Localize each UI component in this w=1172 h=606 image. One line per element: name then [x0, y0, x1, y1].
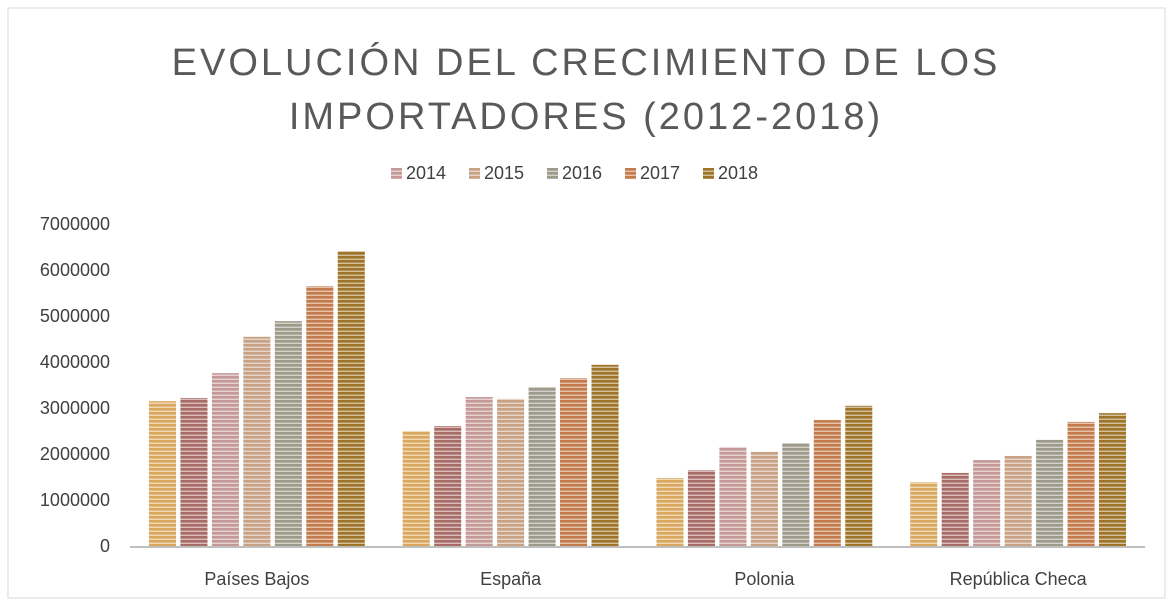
bar — [337, 251, 365, 547]
bar — [274, 321, 302, 547]
bar — [306, 286, 334, 547]
bar — [434, 426, 462, 547]
bar — [1004, 455, 1032, 547]
y-tick-label: 2000000 — [40, 444, 110, 464]
bar — [1098, 413, 1127, 547]
y-tick-label: 4000000 — [40, 352, 110, 372]
bar — [910, 482, 938, 547]
legend-label: 2015 — [484, 163, 524, 183]
y-tick-label: 1000000 — [40, 490, 110, 510]
x-tick-label: Polonia — [734, 569, 795, 589]
bar — [465, 397, 493, 547]
bar — [656, 478, 684, 547]
bar — [941, 472, 969, 547]
bar — [1036, 439, 1064, 547]
bar — [180, 397, 208, 547]
legend-label: 2014 — [406, 163, 446, 183]
legend-swatch — [469, 168, 480, 179]
legend-swatch — [391, 168, 402, 179]
legend-swatch — [547, 168, 558, 179]
y-tick-label: 6000000 — [40, 260, 110, 280]
bar — [750, 451, 778, 547]
legend-swatch — [703, 168, 714, 179]
bar — [528, 386, 556, 547]
x-tick-label: Países Bajos — [204, 569, 309, 589]
bar — [973, 460, 1001, 547]
bar — [845, 405, 873, 547]
legend-label: 2018 — [718, 163, 758, 183]
x-tick-label: España — [480, 569, 542, 589]
legend-label: 2016 — [562, 163, 602, 183]
bar — [687, 470, 715, 547]
x-tick-label: República Checa — [950, 569, 1088, 589]
chart-title: EVOLUCIÓN DEL CRECIMIENTO DE LOS IMPORTA… — [171, 42, 1001, 138]
bar — [148, 401, 177, 547]
bar — [591, 364, 619, 547]
chart-border — [7, 7, 1166, 599]
y-tick-label: 7000000 — [40, 214, 110, 234]
legend-label: 2017 — [640, 163, 680, 183]
bar — [813, 420, 841, 547]
bar — [497, 398, 525, 547]
bar — [1067, 421, 1095, 547]
bar — [243, 336, 271, 547]
y-tick-label: 3000000 — [40, 398, 110, 418]
bar — [402, 431, 430, 547]
bar — [782, 443, 810, 547]
bar — [560, 378, 588, 547]
legend-swatch — [625, 168, 636, 179]
bar — [211, 373, 239, 547]
bar — [719, 447, 747, 547]
y-tick-label: 5000000 — [40, 306, 110, 326]
y-tick-label: 0 — [100, 536, 110, 556]
